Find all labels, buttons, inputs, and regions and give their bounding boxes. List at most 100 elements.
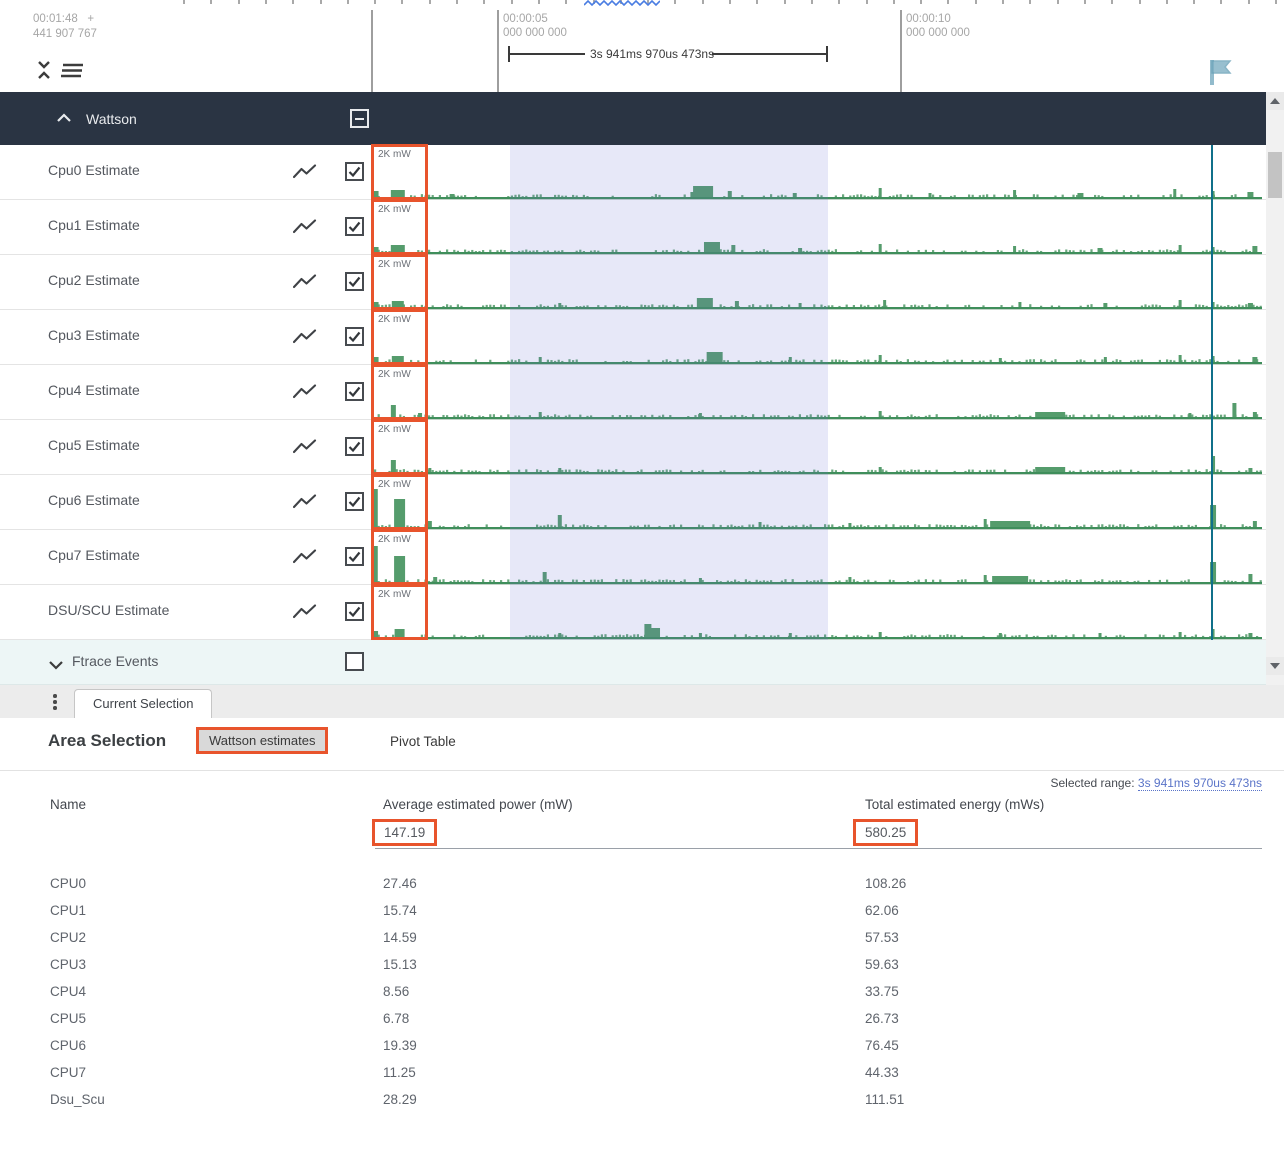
timeline-cursor-line: [1211, 145, 1213, 685]
table-cell-cpu4-energy: 33.75: [865, 984, 899, 999]
table-cell-cpu4-name: CPU4: [50, 984, 87, 999]
ftrace-checkbox-unchecked[interactable]: [345, 652, 364, 671]
minor-tick: [865, 0, 868, 4]
wattson-estimates-button[interactable]: Wattson estimates: [196, 727, 329, 754]
group-title: Wattson: [86, 110, 137, 127]
flag-icon[interactable]: [1208, 58, 1234, 91]
minor-tick: [701, 0, 704, 4]
minor-tick: [892, 0, 895, 4]
counter-track-chart[interactable]: [372, 310, 1262, 365]
track-label: Cpu1 Estimate: [48, 217, 140, 233]
minor-tick: [1247, 0, 1250, 4]
pivot-table-button[interactable]: Pivot Table: [390, 734, 456, 749]
counter-track-chart[interactable]: [372, 475, 1262, 530]
counter-track-chart[interactable]: [372, 365, 1262, 420]
selected-range: Selected range: 3s 941ms 970us 473ns: [1050, 776, 1262, 791]
collapse-tracks-icon[interactable]: [36, 58, 52, 87]
minor-tick: [756, 0, 759, 4]
y-scale-label: 2K mW: [378, 204, 411, 215]
table-cell-cpu7-name: CPU7: [50, 1065, 87, 1080]
minor-tick: [456, 0, 458, 4]
minor-tick: [183, 0, 185, 4]
track-row-dsu-scu-estimate[interactable]: DSU/SCU Estimate 2K mW: [0, 584, 1266, 640]
scroll-up-button[interactable]: [1266, 92, 1284, 110]
minor-tick: [838, 0, 841, 4]
chevron-down-icon[interactable]: [48, 657, 64, 675]
minor-tick: [1220, 0, 1223, 4]
minor-tick: [346, 0, 349, 4]
minor-tick: [1165, 0, 1168, 4]
track-filter-menu-icon[interactable]: [60, 62, 84, 85]
counter-track-chart[interactable]: [372, 145, 1262, 200]
details-tab-bar: Current Selection: [0, 685, 1284, 718]
table-cell-cpu3-energy: 59.63: [865, 957, 899, 972]
track-row-cpu3-estimate[interactable]: Cpu3 Estimate 2K mW: [0, 309, 1266, 365]
counter-track-chart[interactable]: [372, 420, 1262, 475]
track-checkbox-checked[interactable]: [345, 437, 364, 456]
track-checkbox-checked[interactable]: [345, 602, 364, 621]
group-title: Ftrace Events: [72, 653, 159, 669]
table-cell-cpu4-power: 8.56: [383, 984, 410, 999]
counter-trendline-icon: [293, 439, 317, 454]
track-checkbox-checked[interactable]: [345, 327, 364, 346]
track-row-cpu6-estimate[interactable]: Cpu6 Estimate 2K mW: [0, 474, 1266, 530]
column-header-energy: Total estimated energy (mWs): [865, 797, 1045, 812]
track-area[interactable]: Wattson Cpu0 Estimate 2K mW Cpu1 Estimate 2…: [0, 92, 1284, 685]
track-row-cpu0-estimate[interactable]: Cpu0 Estimate 2K mW: [0, 144, 1266, 200]
minor-tick: [1138, 0, 1141, 4]
counter-track-chart[interactable]: [372, 255, 1262, 310]
vertical-scrollbar[interactable]: [1266, 92, 1284, 685]
minor-tick: [374, 0, 377, 4]
table-cell-cpu6-name: CPU6: [50, 1038, 87, 1053]
table-cell-cpu1-name: CPU1: [50, 903, 87, 918]
y-scale-label: 2K mW: [378, 369, 411, 380]
scrollbar-thumb[interactable]: [1268, 152, 1282, 198]
track-checkbox-checked[interactable]: [345, 217, 364, 236]
track-label: Cpu4 Estimate: [48, 382, 140, 398]
track-group-wattson[interactable]: Wattson: [0, 92, 1266, 145]
track-group-ftrace[interactable]: Ftrace Events: [0, 640, 1266, 685]
track-row-cpu5-estimate[interactable]: Cpu5 Estimate 2K mW: [0, 419, 1266, 475]
timeline-ruler[interactable]: 00:01:48 + 441 907 767 00:00:05 000 000 …: [0, 0, 1284, 92]
counter-track-chart[interactable]: [372, 200, 1262, 255]
track-checkbox-checked[interactable]: [345, 547, 364, 566]
group-checkbox-indeterminate[interactable]: [350, 109, 369, 128]
track-checkbox-checked[interactable]: [345, 272, 364, 291]
tick-label-10s: 00:00:10: [906, 13, 951, 25]
minor-tick: [729, 0, 731, 4]
track-row-cpu1-estimate[interactable]: Cpu1 Estimate 2K mW: [0, 199, 1266, 255]
table-cell-cpu6-energy: 76.45: [865, 1038, 899, 1053]
table-cell-cpu3-name: CPU3: [50, 957, 87, 972]
total-energy-highlighted: 580.25: [853, 819, 919, 846]
minor-tick: [319, 0, 322, 4]
kebab-menu-icon[interactable]: [48, 692, 62, 712]
counter-track-chart[interactable]: [372, 585, 1262, 640]
table-cell-cpu5-name: CPU5: [50, 1011, 87, 1026]
minor-tick: [647, 0, 650, 4]
table-cell-cpu5-energy: 26.73: [865, 1011, 899, 1026]
table-cell-cpu1-power: 15.74: [383, 903, 417, 918]
track-row-cpu7-estimate[interactable]: Cpu7 Estimate 2K mW: [0, 529, 1266, 585]
track-row-cpu2-estimate[interactable]: Cpu2 Estimate 2K mW: [0, 254, 1266, 310]
table-cell-cpu0-power: 27.46: [383, 876, 417, 891]
track-label: Cpu5 Estimate: [48, 437, 140, 453]
track-checkbox-checked[interactable]: [345, 382, 364, 401]
track-checkbox-checked[interactable]: [345, 492, 364, 511]
y-scale-label: 2K mW: [378, 259, 411, 270]
table-cell-cpu5-power: 6.78: [383, 1011, 410, 1026]
minor-tick: [783, 0, 786, 4]
totals-underline: [375, 848, 1262, 849]
minor-tick: [428, 0, 431, 4]
track-row-cpu4-estimate[interactable]: Cpu4 Estimate 2K mW: [0, 364, 1266, 420]
track-checkbox-checked[interactable]: [345, 162, 364, 181]
minor-tick: [1275, 0, 1277, 4]
counter-track-chart[interactable]: [372, 530, 1262, 585]
tab-current-selection[interactable]: Current Selection: [74, 689, 213, 718]
scroll-down-button[interactable]: [1266, 657, 1284, 675]
minor-tick: [537, 0, 540, 4]
selected-range-link[interactable]: 3s 941ms 970us 473ns: [1137, 776, 1262, 791]
track-label: Cpu0 Estimate: [48, 162, 140, 178]
chevron-up-icon[interactable]: [56, 110, 72, 128]
tick-sublabel-5s: 000 000 000: [503, 27, 567, 39]
